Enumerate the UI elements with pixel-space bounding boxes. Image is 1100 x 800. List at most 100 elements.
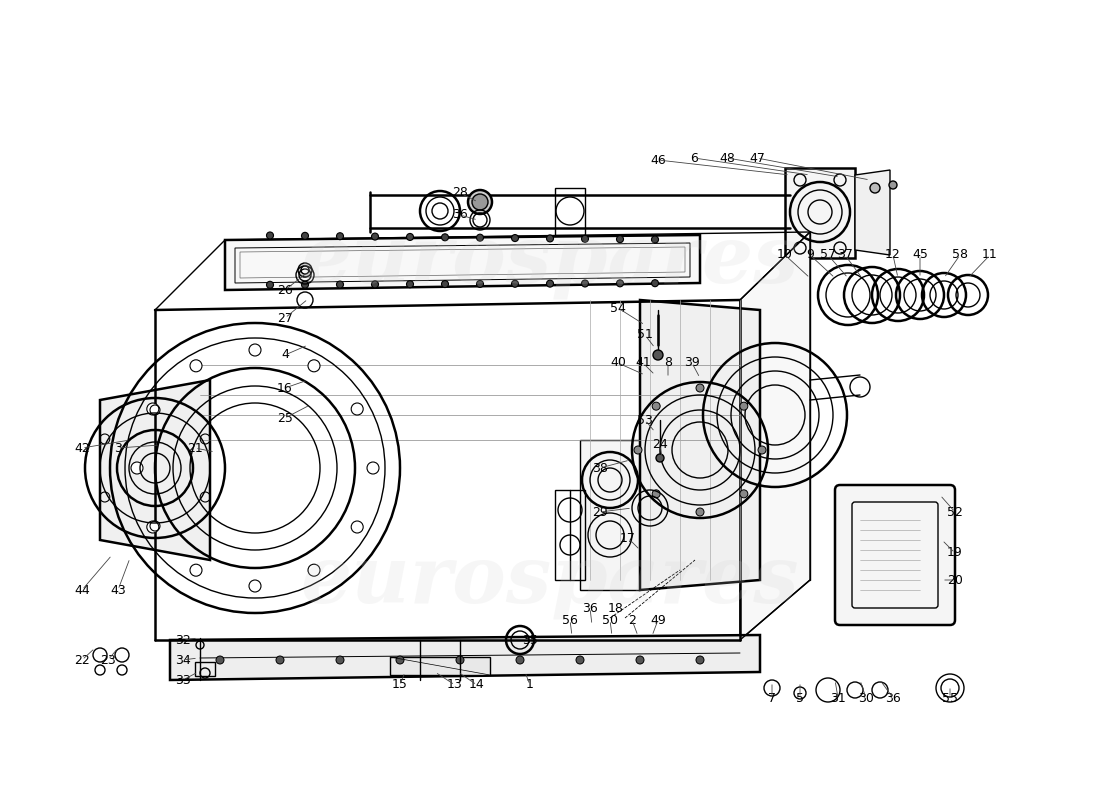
Circle shape bbox=[298, 263, 312, 277]
Circle shape bbox=[696, 508, 704, 516]
Text: 42: 42 bbox=[74, 442, 90, 454]
Circle shape bbox=[476, 234, 484, 241]
Circle shape bbox=[656, 454, 664, 462]
Text: 37: 37 bbox=[837, 249, 852, 262]
Text: 51: 51 bbox=[637, 329, 653, 342]
Circle shape bbox=[468, 190, 492, 214]
Text: 28: 28 bbox=[452, 186, 468, 199]
Polygon shape bbox=[580, 440, 640, 590]
Text: 53: 53 bbox=[637, 414, 653, 426]
Text: 39: 39 bbox=[684, 357, 700, 370]
Circle shape bbox=[740, 402, 748, 410]
Circle shape bbox=[266, 282, 274, 288]
Circle shape bbox=[372, 281, 378, 288]
Circle shape bbox=[351, 403, 363, 415]
Text: 55: 55 bbox=[942, 691, 958, 705]
Text: 31: 31 bbox=[830, 691, 846, 705]
Circle shape bbox=[652, 402, 660, 410]
Text: 44: 44 bbox=[74, 583, 90, 597]
Text: 7: 7 bbox=[768, 691, 776, 705]
Circle shape bbox=[476, 281, 484, 287]
Bar bbox=[195, 662, 214, 676]
Circle shape bbox=[512, 280, 518, 287]
Circle shape bbox=[367, 462, 380, 474]
Circle shape bbox=[636, 656, 644, 664]
Text: eurospares: eurospares bbox=[300, 542, 800, 618]
Text: 47: 47 bbox=[749, 151, 764, 165]
Circle shape bbox=[456, 656, 464, 664]
Circle shape bbox=[696, 384, 704, 392]
Circle shape bbox=[582, 235, 588, 242]
Circle shape bbox=[696, 656, 704, 664]
Text: 14: 14 bbox=[469, 678, 485, 691]
Text: 45: 45 bbox=[912, 249, 928, 262]
Circle shape bbox=[889, 181, 896, 189]
Text: 36: 36 bbox=[452, 209, 468, 222]
Circle shape bbox=[396, 656, 404, 664]
Circle shape bbox=[516, 656, 524, 664]
Circle shape bbox=[337, 233, 343, 240]
Circle shape bbox=[301, 281, 308, 288]
Text: 49: 49 bbox=[650, 614, 666, 626]
Text: 38: 38 bbox=[592, 462, 608, 474]
Circle shape bbox=[576, 656, 584, 664]
Text: 36: 36 bbox=[886, 691, 901, 705]
Circle shape bbox=[472, 194, 488, 210]
Circle shape bbox=[190, 360, 202, 372]
Circle shape bbox=[634, 446, 642, 454]
Text: 50: 50 bbox=[602, 614, 618, 626]
Circle shape bbox=[372, 233, 378, 240]
Text: 40: 40 bbox=[610, 357, 626, 370]
Text: 19: 19 bbox=[947, 546, 962, 559]
Text: 1: 1 bbox=[526, 678, 534, 691]
Text: 26: 26 bbox=[277, 283, 293, 297]
Circle shape bbox=[301, 232, 308, 239]
Circle shape bbox=[441, 234, 449, 241]
Text: 56: 56 bbox=[562, 614, 578, 626]
Circle shape bbox=[870, 183, 880, 193]
Text: 2: 2 bbox=[628, 614, 636, 626]
Text: 52: 52 bbox=[947, 506, 962, 518]
Polygon shape bbox=[740, 232, 810, 640]
Circle shape bbox=[131, 462, 143, 474]
Text: 57: 57 bbox=[820, 249, 836, 262]
Text: 8: 8 bbox=[664, 357, 672, 370]
Circle shape bbox=[276, 656, 284, 664]
Text: eurospares: eurospares bbox=[300, 222, 800, 298]
Text: 5: 5 bbox=[796, 691, 804, 705]
Text: 46: 46 bbox=[650, 154, 666, 166]
Text: 23: 23 bbox=[100, 654, 116, 666]
Text: 9: 9 bbox=[806, 249, 814, 262]
Circle shape bbox=[740, 490, 748, 498]
Text: 36: 36 bbox=[582, 602, 598, 614]
Text: 58: 58 bbox=[952, 249, 968, 262]
Text: 34: 34 bbox=[175, 654, 191, 666]
Text: 16: 16 bbox=[277, 382, 293, 394]
Text: 17: 17 bbox=[620, 531, 636, 545]
Text: 41: 41 bbox=[635, 357, 651, 370]
Circle shape bbox=[547, 280, 553, 287]
Circle shape bbox=[146, 521, 158, 533]
Circle shape bbox=[652, 490, 660, 498]
Circle shape bbox=[758, 446, 766, 454]
Text: 12: 12 bbox=[886, 249, 901, 262]
Text: 3: 3 bbox=[114, 442, 122, 454]
Text: 35: 35 bbox=[522, 634, 538, 646]
Polygon shape bbox=[785, 168, 855, 258]
Text: 25: 25 bbox=[277, 411, 293, 425]
Circle shape bbox=[616, 236, 624, 242]
Text: 4: 4 bbox=[282, 349, 289, 362]
Bar bbox=[390, 657, 490, 675]
Circle shape bbox=[407, 281, 414, 288]
Circle shape bbox=[266, 232, 274, 239]
Polygon shape bbox=[100, 380, 210, 560]
Polygon shape bbox=[855, 170, 890, 255]
Circle shape bbox=[336, 656, 344, 664]
Text: 32: 32 bbox=[175, 634, 191, 646]
Circle shape bbox=[249, 580, 261, 592]
Circle shape bbox=[512, 234, 518, 242]
Circle shape bbox=[308, 360, 320, 372]
Text: 29: 29 bbox=[592, 506, 608, 518]
Circle shape bbox=[337, 281, 343, 288]
Text: 10: 10 bbox=[777, 249, 793, 262]
